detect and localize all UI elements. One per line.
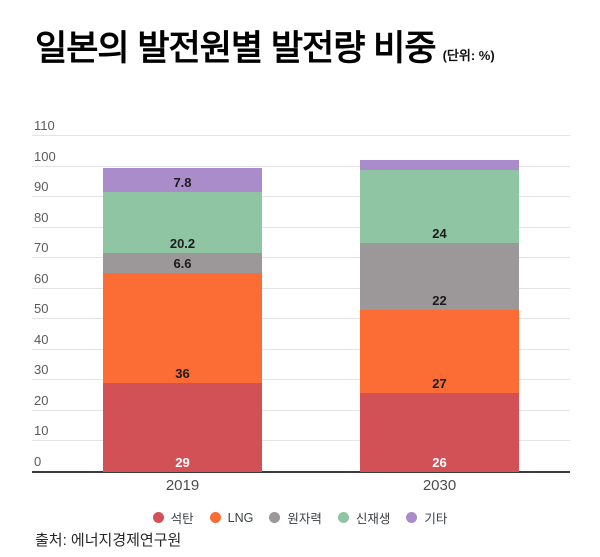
bar-segment: 20.2 <box>103 191 262 254</box>
legend-item: 신재생 <box>337 508 391 527</box>
bar-segment: 27 <box>360 310 519 393</box>
data-label: 26 <box>432 455 447 470</box>
legend-item: 석탄 <box>152 508 194 527</box>
y-gridline <box>32 440 570 442</box>
legend-label: LNG <box>227 510 254 525</box>
data-label: 7.8 <box>173 174 192 190</box>
y-tick-label: 0 <box>34 454 42 469</box>
legend-label: 신재생 <box>355 512 391 526</box>
y-gridline <box>32 196 570 198</box>
y-gridline <box>32 379 570 381</box>
bar-segment: 29 <box>103 383 262 472</box>
y-gridline <box>32 135 570 136</box>
bar-segment: 36 <box>103 273 262 384</box>
bar-segment: 24 <box>360 169 519 243</box>
data-label: 6.6 <box>173 256 192 272</box>
y-tick-label: 100 <box>34 148 56 164</box>
data-label: 27 <box>432 375 447 391</box>
y-gridline <box>32 226 570 228</box>
x-axis-label: 2030 <box>422 477 457 494</box>
y-tick-label: 30 <box>34 362 49 378</box>
title-row: 일본의 발전원별 발전량 비중 (단위: %) <box>35 20 595 71</box>
data-label: 22 <box>432 293 447 309</box>
legend-label: 원자력 <box>287 512 322 526</box>
legend-swatch-icon <box>337 512 349 523</box>
x-axis-label: 2019 <box>165 477 200 494</box>
data-label: 29 <box>175 455 190 470</box>
bar-column-2019: 29 36 6.6 20.2 7.8 <box>103 136 262 472</box>
y-gridline <box>32 409 570 411</box>
data-label: 20.2 <box>169 236 196 252</box>
x-axis-line <box>32 471 570 473</box>
legend-item: LNG <box>209 510 254 525</box>
y-tick-label: 110 <box>34 118 55 133</box>
y-gridline <box>32 257 570 259</box>
y-gridline <box>32 348 570 350</box>
y-gridline <box>32 318 570 320</box>
y-tick-label: 70 <box>34 240 49 256</box>
bar-column-2030: 26 27 22 24 <box>360 136 519 472</box>
y-gridline <box>32 287 570 289</box>
y-tick-label: 20 <box>34 392 49 408</box>
bar-segment <box>360 160 519 170</box>
data-label: 36 <box>175 366 190 382</box>
legend-label: 기타 <box>424 512 448 526</box>
chart-legend: 석탄 LNG 원자력 신재생 기타 <box>0 508 600 527</box>
source-text: 출처: 에너지경제연구원 <box>35 532 182 549</box>
legend-label: 석탄 <box>170 512 194 526</box>
bar-segment: 26 <box>360 392 519 472</box>
page-title: 일본의 발전원별 발전량 비중 <box>35 29 437 68</box>
chart-plot-area: 0 10 20 30 40 50 60 70 80 90 100 110 29 36 6.6 20.2 7.8 2… <box>32 119 570 473</box>
y-gridline <box>32 165 570 167</box>
legend-swatch-icon <box>406 512 418 523</box>
bar-segment: 7.8 <box>103 167 262 192</box>
y-tick-label: 80 <box>34 209 49 225</box>
legend-swatch-icon <box>209 512 221 523</box>
legend-swatch-icon <box>152 512 164 523</box>
legend-swatch-icon <box>269 512 281 523</box>
unit-label: (단위: %) <box>442 48 495 63</box>
y-tick-label: 40 <box>34 331 49 347</box>
y-tick-label: 90 <box>34 179 49 195</box>
bar-segment: 22 <box>360 242 519 311</box>
y-tick-label: 10 <box>34 423 49 439</box>
y-tick-label: 60 <box>34 270 49 286</box>
legend-item: 원자력 <box>269 508 322 527</box>
bar-segment: 6.6 <box>103 253 262 274</box>
legend-item: 기타 <box>406 508 447 527</box>
data-label: 24 <box>432 225 447 241</box>
y-tick-label: 50 <box>34 301 49 317</box>
